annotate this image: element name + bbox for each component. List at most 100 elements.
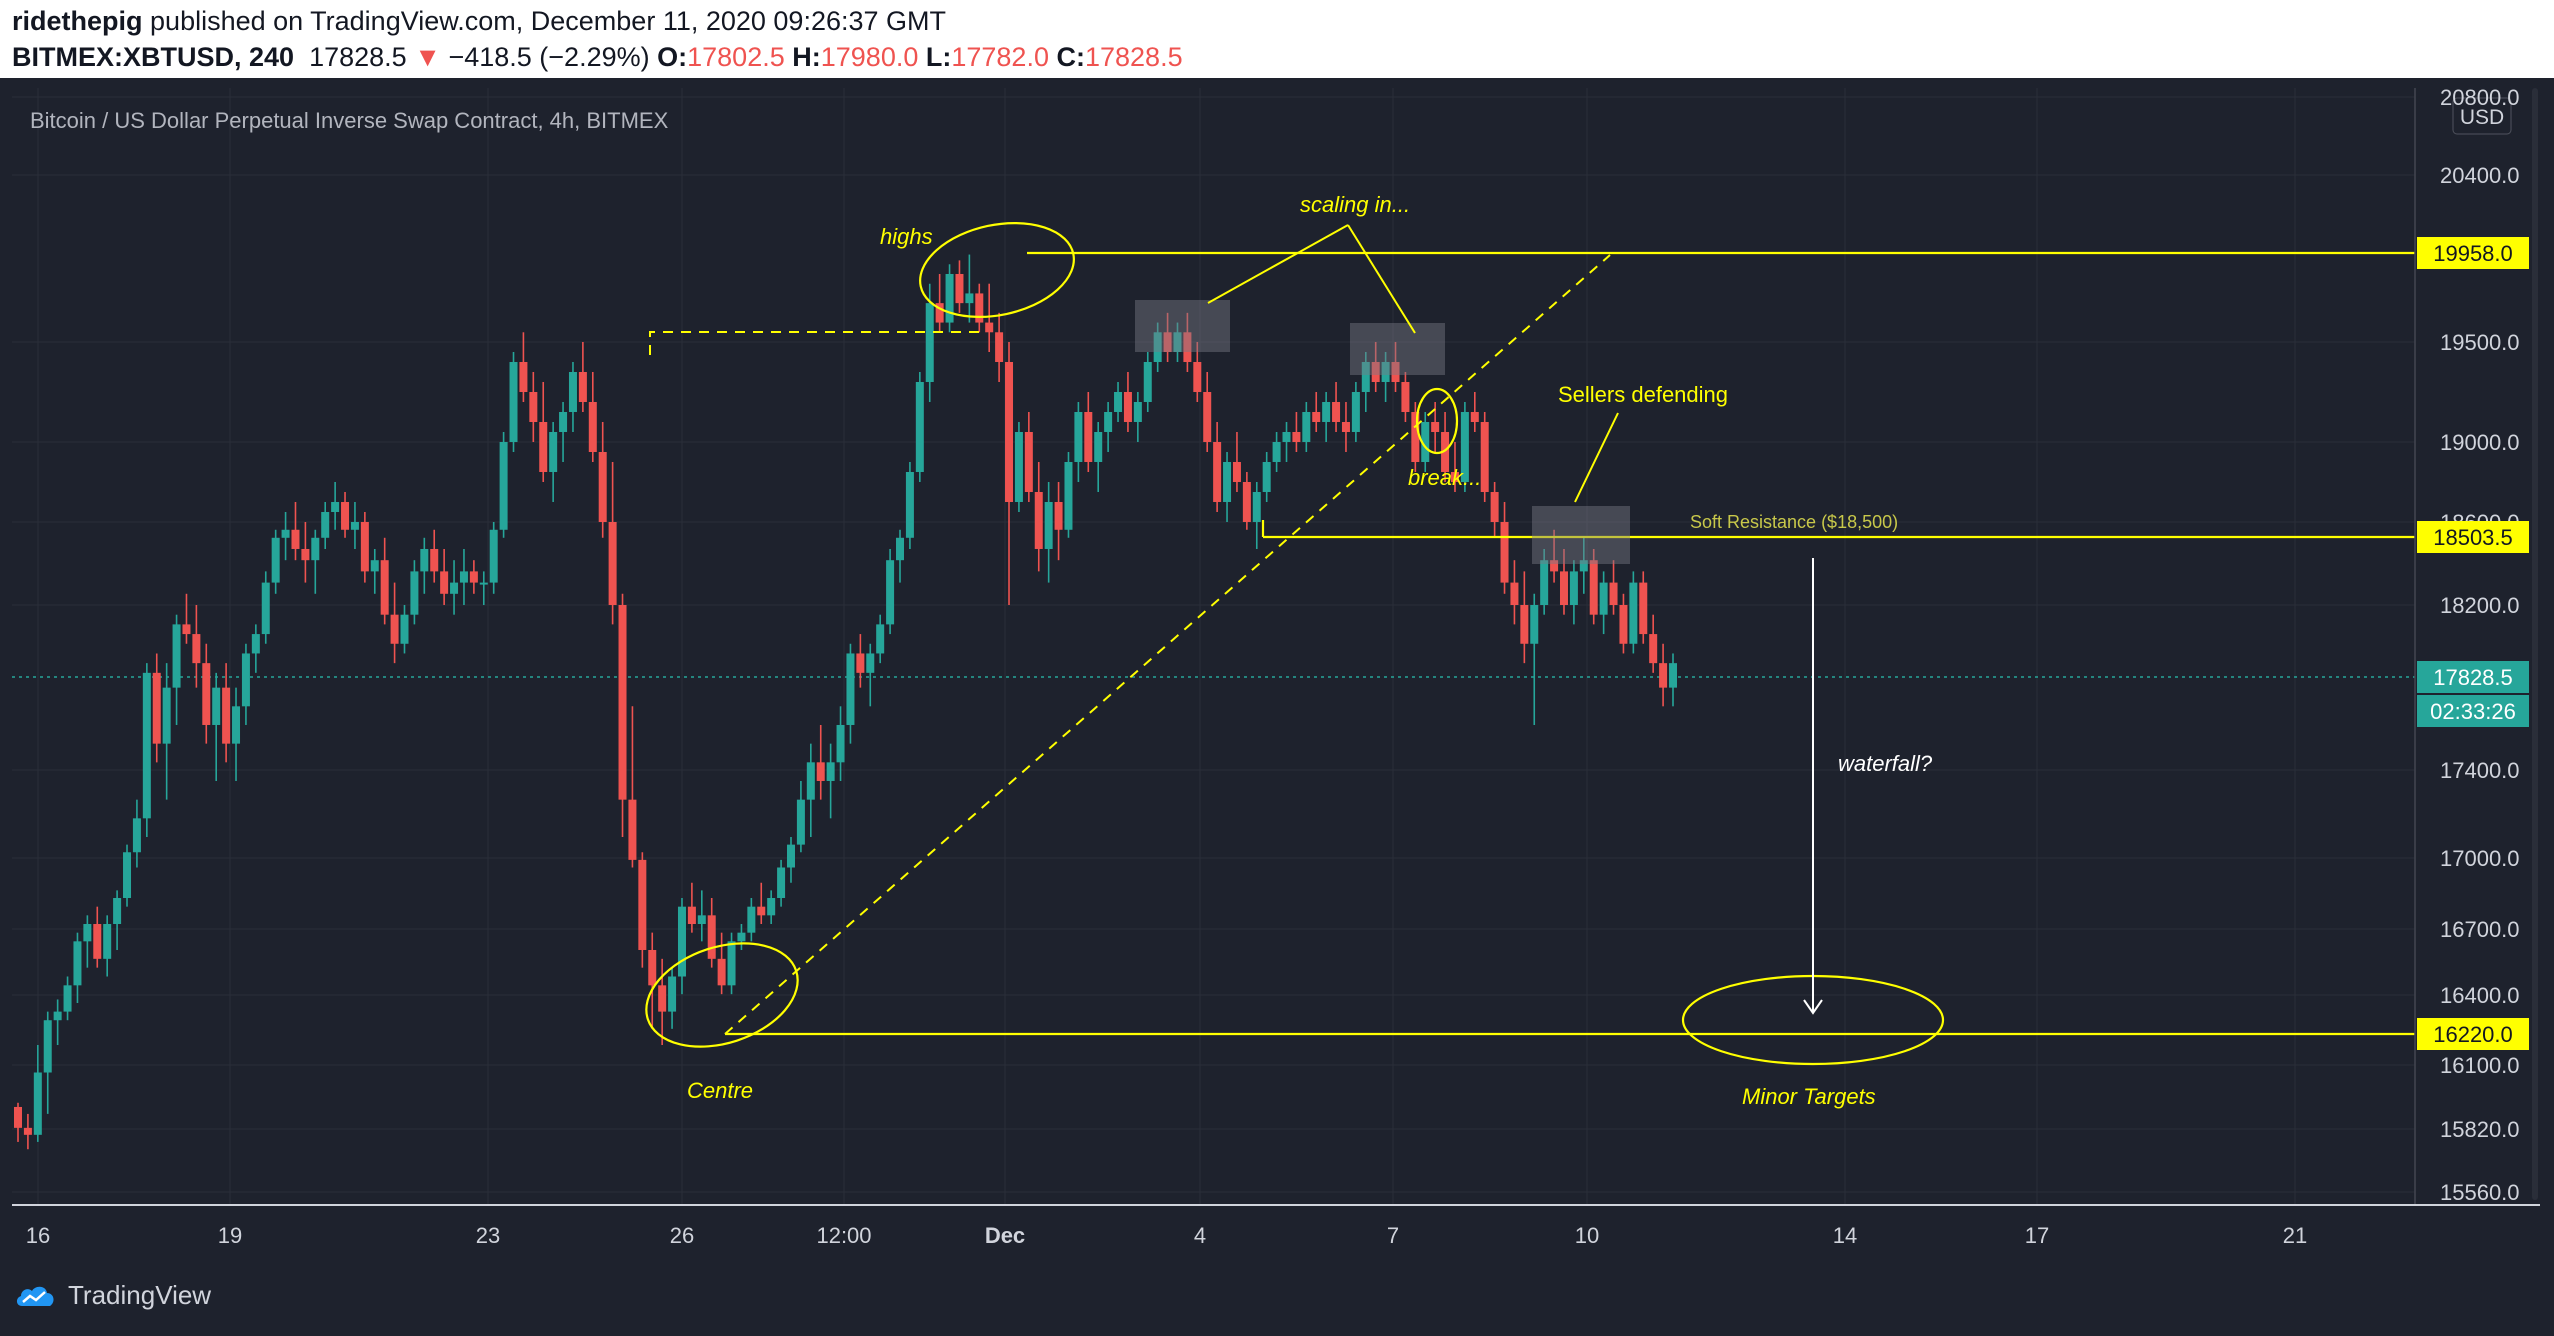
candle-body <box>192 634 201 664</box>
candle-body <box>1569 571 1578 605</box>
candle-body <box>1540 560 1549 605</box>
candle-body <box>53 1011 62 1021</box>
footer-bar <box>0 1258 2554 1336</box>
candle-body <box>232 706 241 744</box>
tradingview-logo[interactable]: TradingView <box>14 1280 211 1311</box>
scaling-pointer-1 <box>1207 224 1349 304</box>
centre-ellipse[interactable] <box>633 925 811 1065</box>
candle-body <box>856 653 865 673</box>
low-label: L: <box>925 42 952 72</box>
candle-body <box>291 529 300 549</box>
candle-body <box>222 687 231 744</box>
x-tick-label: 10 <box>1575 1223 1599 1248</box>
y-tick-label: 15560.0 <box>2440 1180 2520 1205</box>
price-change: −418.5 (−2.29%) <box>448 42 650 72</box>
candle-body <box>1450 472 1459 482</box>
candle-body <box>73 941 82 986</box>
minor-targets-label: Minor Targets <box>1742 1084 1876 1109</box>
scrollbar[interactable] <box>2532 88 2538 1200</box>
candle-body <box>1520 605 1529 644</box>
candle-body <box>777 867 786 898</box>
centre-label: Centre <box>687 1078 753 1103</box>
candle-body <box>697 915 706 924</box>
low-value: 17782.0 <box>951 42 1049 72</box>
y-tick-label: 15820.0 <box>2440 1117 2520 1142</box>
candle-body <box>1559 571 1568 605</box>
candle-body <box>995 332 1004 362</box>
x-tick-label: 26 <box>670 1223 694 1248</box>
price-badge-label: 17828.5 <box>2433 665 2513 690</box>
open-label: O: <box>657 42 688 72</box>
price-axis[interactable]: USD <box>12 88 2540 1206</box>
highs-ellipse[interactable] <box>911 210 1082 330</box>
candle-body <box>1391 362 1400 382</box>
candle-body <box>1351 392 1360 432</box>
candle-body <box>459 571 468 583</box>
candle-body <box>1094 432 1103 462</box>
candle-body <box>1133 402 1142 422</box>
candle-body <box>83 924 92 942</box>
currency-badge[interactable] <box>2452 97 2512 135</box>
sellers-label: Sellers defending <box>1558 382 1728 407</box>
candle-body <box>271 537 280 583</box>
candle-body <box>945 273 954 323</box>
candle-body <box>430 548 439 572</box>
last-price: 17828.5 <box>309 42 407 72</box>
candle-body <box>1232 462 1241 482</box>
candle-body <box>1014 432 1023 502</box>
candle-body <box>796 799 805 845</box>
open-value: 17802.5 <box>687 42 785 72</box>
candle-body <box>311 537 320 561</box>
candle-body <box>1213 442 1222 502</box>
candle-body <box>816 762 825 781</box>
candle-body <box>608 522 617 605</box>
candle-body <box>1629 582 1638 644</box>
candle-body <box>559 412 568 432</box>
candle-body <box>1114 392 1123 412</box>
author-name[interactable]: ridethepig <box>12 6 143 36</box>
candle-body <box>202 663 211 725</box>
prior-high-dashed[interactable] <box>649 331 985 355</box>
candle-body <box>1262 462 1271 492</box>
candle-body <box>499 442 508 530</box>
candle-body <box>588 402 597 452</box>
publish-line: ridethepig published on TradingView.com,… <box>12 6 946 37</box>
candle-body <box>1153 332 1162 362</box>
candles <box>14 254 1677 1150</box>
candle-body <box>1669 663 1677 688</box>
x-tick-label: 19 <box>218 1223 242 1248</box>
grid <box>12 88 2415 1205</box>
candle-body <box>1490 492 1499 522</box>
sellers-box <box>1532 506 1630 564</box>
highs-label: highs <box>880 224 933 249</box>
candle-body <box>1322 402 1331 422</box>
high-value: 17980.0 <box>820 42 919 72</box>
price-badge <box>2417 521 2529 553</box>
close-value: 17828.5 <box>1084 42 1183 72</box>
price-badge <box>2417 1018 2529 1050</box>
candle-body <box>668 976 677 1012</box>
candle-body <box>876 624 885 654</box>
candle-body <box>1173 332 1182 352</box>
waterfall-label: waterfall? <box>1838 751 1933 776</box>
candle-body <box>331 502 340 512</box>
candle-body <box>1431 422 1440 432</box>
y-tick-label: 16700.0 <box>2440 917 2520 942</box>
candle-body <box>1530 605 1539 644</box>
candle-body <box>103 924 112 959</box>
break-ellipse[interactable] <box>1415 387 1459 455</box>
chart-panel[interactable] <box>0 78 2554 1258</box>
candle-body <box>43 1020 52 1073</box>
candle-body <box>1183 332 1192 362</box>
candle-body <box>93 924 102 959</box>
price-badge <box>2417 237 2529 269</box>
candle-body <box>360 522 369 572</box>
candle-body <box>1470 412 1479 422</box>
candle-body <box>519 362 528 392</box>
candle-body <box>915 382 924 472</box>
candle-body <box>1649 634 1658 664</box>
trendline-dashed[interactable] <box>724 254 1611 1035</box>
x-tick-label: 7 <box>1387 1223 1399 1248</box>
x-tick-label: 14 <box>1833 1223 1857 1248</box>
